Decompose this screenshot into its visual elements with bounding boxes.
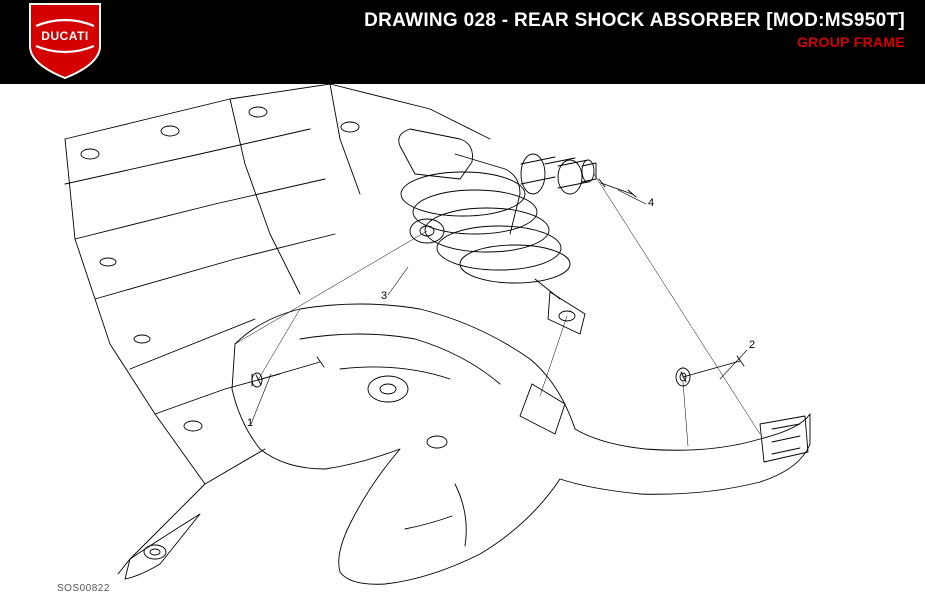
- page-header: DUCATI DRAWING 028 - REAR SHOCK ABSORBER…: [0, 0, 925, 84]
- screw-4: [599, 179, 636, 197]
- upper-frame-section: [65, 84, 490, 579]
- svg-text:DUCATI: DUCATI: [41, 29, 88, 43]
- callout-4: 4: [648, 197, 654, 209]
- callout-2: 2: [749, 339, 755, 351]
- title-block: DRAWING 028 - REAR SHOCK ABSORBER [MOD:M…: [364, 10, 905, 50]
- rear-shock-absorber: [399, 129, 596, 334]
- swingarm: [232, 304, 810, 584]
- exploded-diagram: 1 2 3 4 SOS00822: [0, 84, 925, 596]
- drawing-code: SOS00822: [57, 583, 110, 594]
- callout-1: 1: [247, 417, 253, 429]
- group-label: GROUP FRAME: [364, 34, 905, 50]
- ducati-logo: DUCATI: [28, 2, 102, 80]
- drawing-title: DRAWING 028 - REAR SHOCK ABSORBER [MOD:M…: [364, 10, 905, 32]
- bolt-2: [676, 356, 744, 386]
- callout-3: 3: [381, 290, 387, 302]
- diagram-lineart: [0, 84, 925, 596]
